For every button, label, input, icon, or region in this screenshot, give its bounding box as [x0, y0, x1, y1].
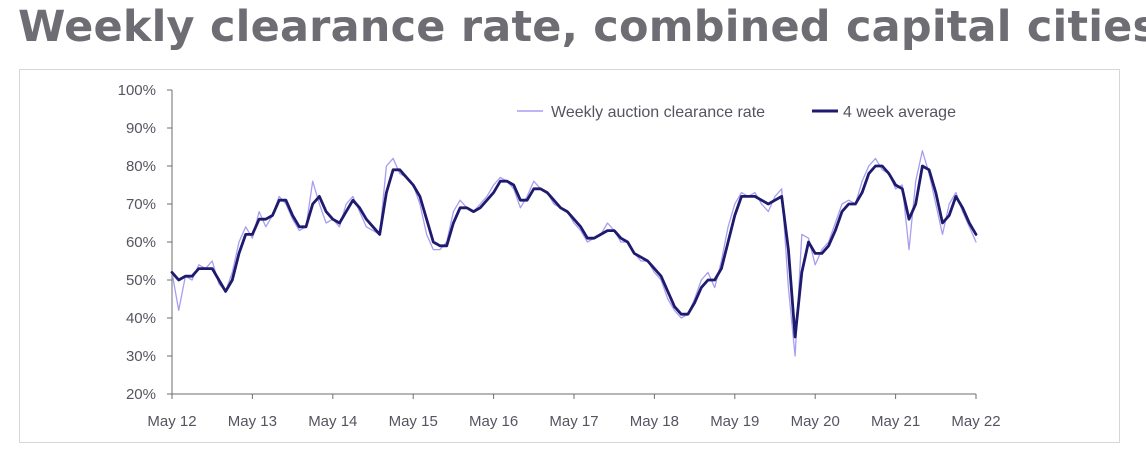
x-tick-label: May 19: [710, 413, 759, 430]
series-weekly-clearance-line: [171, 150, 977, 357]
x-tick-label: May 18: [630, 413, 679, 430]
x-tick-label: May 22: [951, 413, 1000, 430]
y-tick-label: 30%: [126, 348, 156, 365]
x-axis: May 12 May 13 May 14 May 15 May 16 May 17 May …: [147, 393, 1001, 430]
legend-label-average: 4 week average: [843, 104, 956, 121]
series-layer: [170, 150, 978, 357]
legend: Weekly auction clearance rate 4 week aver…: [517, 104, 956, 121]
x-tick-label: May 15: [389, 413, 438, 430]
series-4-week-average-line: [170, 164, 978, 339]
x-tick-label: May 17: [549, 413, 598, 430]
chart-title: Weekly clearance rate, combined capital …: [18, 2, 1146, 52]
x-tick-label: May 12: [147, 413, 196, 430]
x-tick-label: May 20: [791, 413, 840, 430]
y-axis: 20% 30% 40% 50% 60% 70% 80% 90% 100%: [118, 82, 173, 403]
x-tick-label: May 14: [308, 413, 357, 430]
y-tick-label: 80%: [126, 158, 156, 175]
y-tick-label: 20%: [126, 386, 156, 403]
y-tick-label: 60%: [126, 234, 156, 251]
x-tick-label: May 13: [228, 413, 277, 430]
x-tick-label: May 21: [871, 413, 920, 430]
y-tick-label: 70%: [126, 196, 156, 213]
y-tick-label: 90%: [126, 120, 156, 137]
x-tick-label: May 16: [469, 413, 518, 430]
y-tick-label: 40%: [126, 310, 156, 327]
chart-frame: [19, 69, 1120, 443]
legend-label-weekly: Weekly auction clearance rate: [551, 104, 765, 121]
y-tick-label: 50%: [126, 272, 156, 289]
y-tick-label: 100%: [118, 82, 156, 99]
